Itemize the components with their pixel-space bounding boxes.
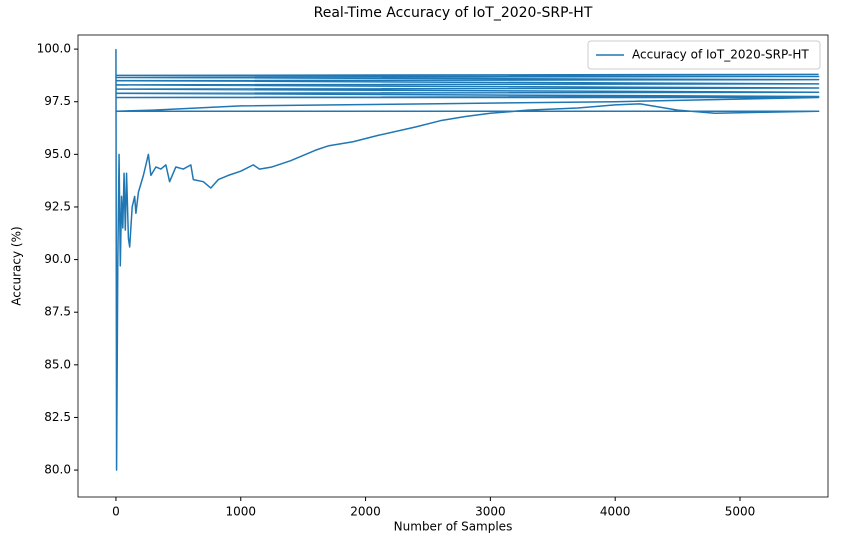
y-tick-label: 90.0 [44, 252, 71, 266]
y-tick-label: 85.0 [44, 357, 71, 371]
y-tick-label: 92.5 [44, 199, 71, 213]
y-tick-label: 87.5 [44, 305, 71, 319]
y-tick-label: 97.5 [44, 94, 71, 108]
x-tick-label: 3000 [475, 505, 506, 519]
x-tick-label: 0 [112, 505, 120, 519]
x-tick-label: 2000 [350, 505, 381, 519]
x-tick-label: 4000 [600, 505, 631, 519]
y-tick-label: 82.5 [44, 410, 71, 424]
chart-title: Real-Time Accuracy of IoT_2020-SRP-HT [314, 5, 593, 21]
y-axis-label: Accuracy (%) [10, 226, 24, 305]
plot-frame [77, 34, 829, 498]
legend-label: Accuracy of IoT_2020-SRP-HT [632, 48, 809, 62]
y-tick-label: 80.0 [44, 463, 71, 477]
x-axis-label: Number of Samples [394, 520, 513, 534]
legend-box [587, 40, 821, 70]
x-tick-label: 1000 [225, 505, 256, 519]
y-tick-label: 100.0 [37, 42, 71, 56]
x-tick-label: 5000 [725, 505, 756, 519]
y-tick-label: 95.0 [44, 147, 71, 161]
data-line [115, 49, 820, 471]
